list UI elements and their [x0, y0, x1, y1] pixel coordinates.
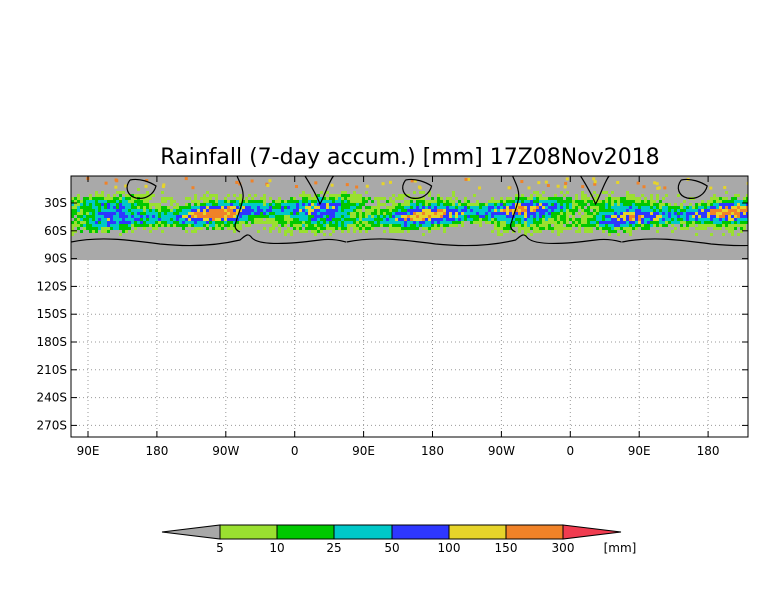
lon-tick-label: 0 [566, 444, 574, 458]
map-frame [70, 175, 749, 438]
colorbar-segment [333, 524, 393, 540]
lat-tick-label: 60S [44, 224, 67, 238]
lon-tick-label: 180 [697, 444, 720, 458]
colorbar-max-triangle [562, 524, 622, 540]
lat-tick-label: 210S [36, 363, 67, 377]
colorbar-label: 10 [269, 541, 284, 555]
colorbar-label: 25 [326, 541, 341, 555]
lon-tick-label: 90E [628, 444, 651, 458]
lon-tick-label: 90W [488, 444, 515, 458]
colorbar-label: 300 [552, 541, 575, 555]
colorbar: 5 10 25 50 100 150 300 [mm] [161, 524, 637, 555]
coastlines [71, 176, 748, 247]
colorbar-label: 100 [438, 541, 461, 555]
latitude-axis: 30S 60S 90S 120S 150S 180S 210S 240S 270S [36, 196, 748, 432]
lat-tick-label: 90S [44, 252, 67, 266]
colorbar-segment [276, 524, 335, 540]
colorbar-label: 50 [384, 541, 399, 555]
lat-tick-label: 120S [36, 279, 67, 293]
colorbar-segment [391, 524, 450, 540]
lon-tick-label: 180 [421, 444, 444, 458]
lat-tick-label: 270S [36, 418, 67, 432]
colorbar-label: 150 [495, 541, 518, 555]
rainfall-data-band [71, 176, 748, 260]
rain-cells [71, 177, 748, 236]
lat-tick-label: 30S [44, 196, 67, 210]
lon-tick-label: 90W [212, 444, 239, 458]
colorbar-segment [505, 524, 564, 540]
lat-tick-label: 180S [36, 335, 67, 349]
lon-tick-label: 180 [145, 444, 168, 458]
colorbar-label: 5 [216, 541, 224, 555]
lon-tick-label: 90E [77, 444, 100, 458]
lat-tick-label: 240S [36, 391, 67, 405]
lon-tick-label: 0 [291, 444, 299, 458]
colorbar-unit: [mm] [604, 541, 637, 555]
lon-tick-label: 90E [352, 444, 375, 458]
map-gridlines [71, 260, 748, 437]
longitude-axis: 90E 180 90W 0 90E 180 90W 0 90E 180 [77, 176, 720, 458]
colorbar-segment [219, 524, 278, 540]
colorbar-segment [448, 524, 507, 540]
lat-tick-label: 150S [36, 307, 67, 321]
colorbar-min-triangle [161, 524, 221, 540]
map-title: Rainfall (7-day accum.) [mm] 17Z08Nov201… [160, 145, 659, 170]
